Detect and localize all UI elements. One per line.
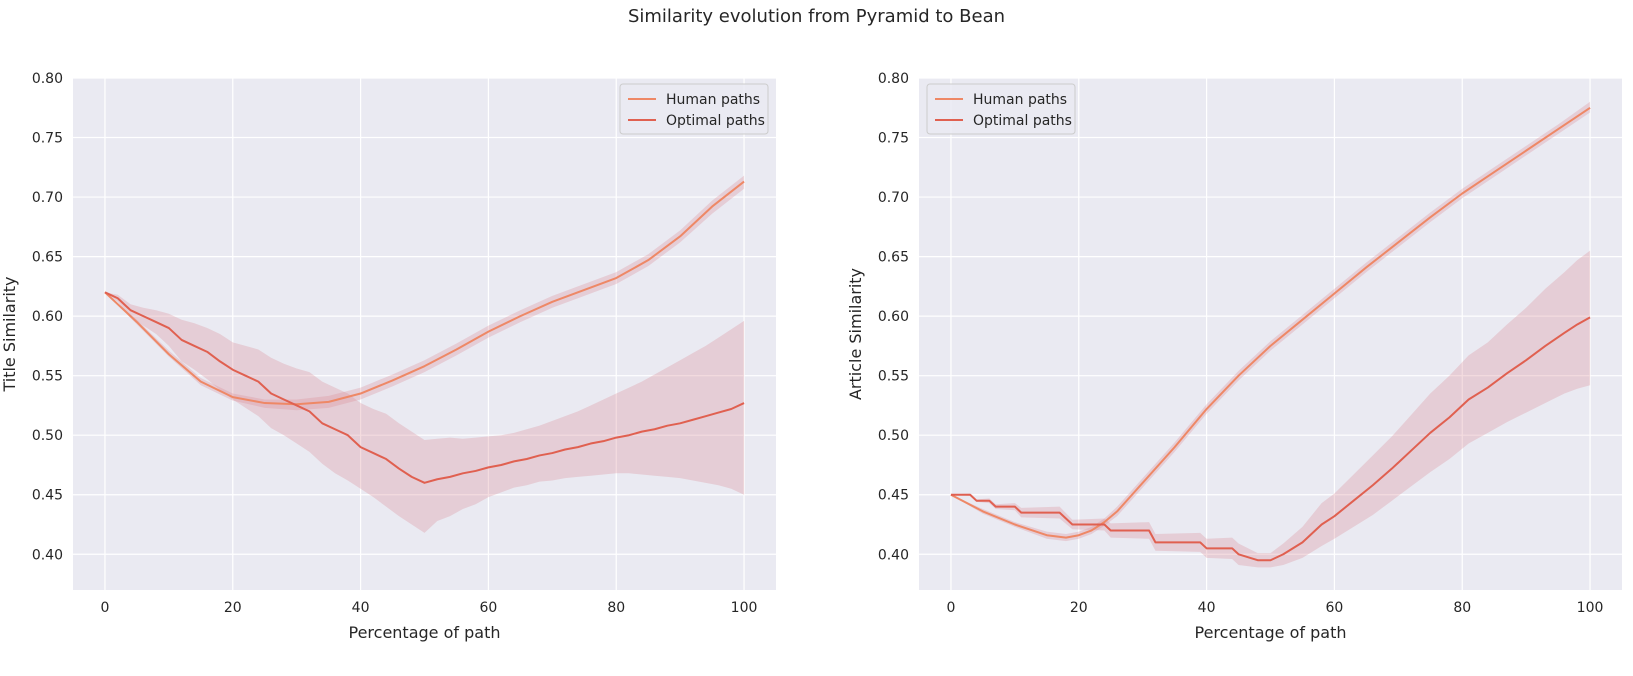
title-similarity-panel: 0 20 40 60 80 100 0.40 0.45 0.50 0.55 0.60 0.65 0.70… xyxy=(0,71,776,642)
y-axis-label: Title Similarity xyxy=(0,276,19,392)
y-tick-label: 0.65 xyxy=(878,250,909,266)
human-paths-line xyxy=(104,180,745,406)
legend-label: Human paths xyxy=(973,92,1067,108)
x-axis-label: Percentage of path xyxy=(349,623,501,642)
x-tick-label: 40 xyxy=(1198,600,1216,616)
x-tick-label: 20 xyxy=(1070,600,1088,616)
x-tick-label: 0 xyxy=(100,600,109,616)
y-tick-label: 0.70 xyxy=(32,190,63,206)
y-tick-label: 0.50 xyxy=(32,428,63,444)
plot-area xyxy=(73,78,776,590)
y-tick-label: 0.60 xyxy=(32,309,63,325)
legend-label: Optimal paths xyxy=(666,113,765,129)
x-tick-label: 60 xyxy=(479,600,497,616)
y-tick-label: 0.80 xyxy=(32,71,63,87)
y-tick-label: 0.75 xyxy=(878,131,909,147)
x-tick-label: 100 xyxy=(731,600,758,616)
article-similarity-panel: 0 20 40 60 80 100 0.40 0.45 0.50 0.55 0.60 0.65 0.70… xyxy=(846,71,1622,642)
plot-content xyxy=(950,101,1591,568)
y-tick-label: 0.80 xyxy=(878,71,909,87)
figure-title: Similarity evolution from Pyramid to Bea… xyxy=(627,6,1006,27)
legend-label: Optimal paths xyxy=(973,113,1072,129)
y-tick-label: 0.60 xyxy=(878,309,909,325)
y-tick-label: 0.45 xyxy=(32,488,63,504)
x-tick-label: 80 xyxy=(607,600,625,616)
x-axis-label: Percentage of path xyxy=(1195,623,1347,642)
x-tick-label: 80 xyxy=(1453,600,1471,616)
y-tick-label: 0.50 xyxy=(878,428,909,444)
x-tick-label: 40 xyxy=(352,600,370,616)
human-paths-line xyxy=(950,106,1591,539)
y-tick-label: 0.45 xyxy=(878,488,909,504)
x-tick-label: 100 xyxy=(1577,600,1604,616)
y-axis-label: Article Similarity xyxy=(846,268,865,400)
optimal-paths-ci-band xyxy=(104,292,745,533)
plot-area xyxy=(919,78,1622,590)
human-paths-ci-band xyxy=(104,175,745,411)
y-tick-label: 0.55 xyxy=(878,369,909,385)
legend-label: Human paths xyxy=(666,92,760,108)
y-tick-label: 0.75 xyxy=(32,131,63,147)
plot-content xyxy=(104,175,745,533)
legend-box xyxy=(619,83,769,135)
x-tick-label: 20 xyxy=(224,600,242,616)
x-tick-label: 60 xyxy=(1325,600,1343,616)
legend: Human paths Optimal paths xyxy=(619,83,769,135)
optimal-paths-line xyxy=(104,291,745,484)
optimal-paths-line xyxy=(950,316,1591,562)
legend-box xyxy=(926,83,1076,135)
y-tick-label: 0.55 xyxy=(32,369,63,385)
x-tick-label: 0 xyxy=(946,600,955,616)
y-tick-label: 0.70 xyxy=(878,190,909,206)
optimal-paths-ci-band xyxy=(950,250,1591,568)
legend: Human paths Optimal paths xyxy=(926,83,1076,135)
y-tick-label: 0.40 xyxy=(878,547,909,563)
y-tick-label: 0.40 xyxy=(32,547,63,563)
y-tick-label: 0.65 xyxy=(32,250,63,266)
